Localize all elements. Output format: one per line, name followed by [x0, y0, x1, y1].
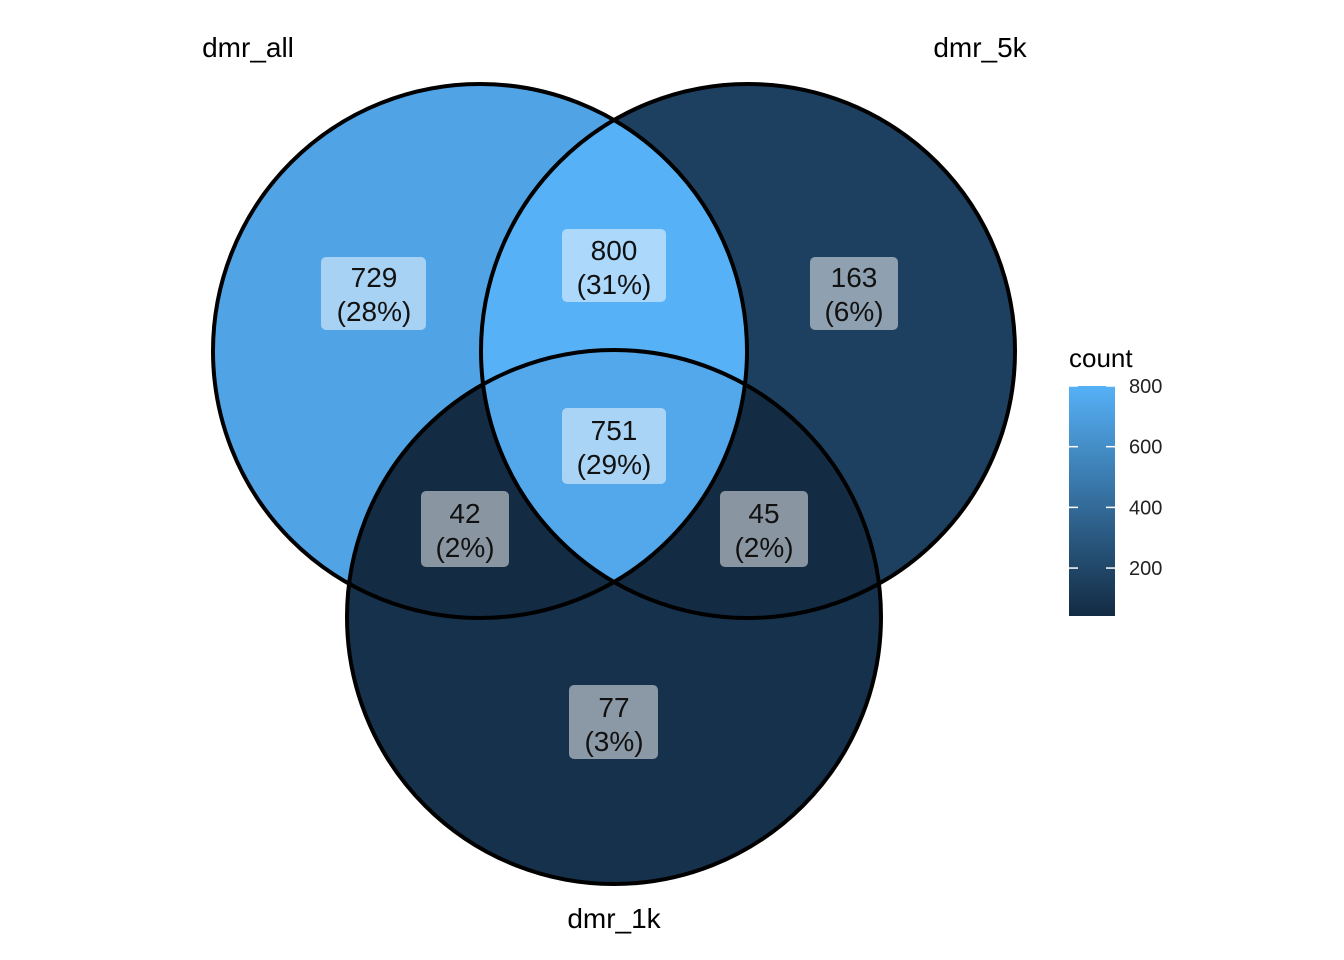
count-label-dmr-all-5k-1k: 751 (29%): [562, 408, 666, 484]
legend-title: count: [1069, 343, 1133, 373]
legend-tick-label: 200: [1129, 558, 1162, 580]
dmr-1k-outline: [345, 348, 883, 886]
dmr-5k-outline: [479, 82, 1017, 620]
legend-tick-label: 800: [1129, 376, 1162, 398]
count-percent: (2%): [734, 532, 793, 563]
count-percent: (28%): [337, 296, 412, 327]
count-value: 45: [748, 498, 779, 529]
count-label-dmr-1k-only: 77 (3%): [569, 685, 658, 759]
count-percent: (31%): [577, 269, 652, 300]
count-label-dmr-5k-1k: 45 (2%): [720, 491, 808, 567]
legend-colorbar: [1069, 386, 1115, 616]
count-percent: (3%): [584, 726, 643, 757]
set-outlines: [211, 82, 1017, 886]
legend-tick-label: 400: [1129, 497, 1162, 519]
count-value: 42: [449, 498, 480, 529]
count-label-dmr-all-1k: 42 (2%): [421, 491, 509, 567]
count-percent: (29%): [577, 449, 652, 480]
dmr-all-outline: [211, 82, 749, 620]
set-label-dmr-1k: dmr_1k: [567, 903, 661, 934]
count-value: 729: [351, 262, 398, 293]
count-percent: (2%): [435, 532, 494, 563]
count-label-dmr-5k-only: 163 (6%): [810, 257, 898, 330]
count-value: 77: [598, 692, 629, 723]
count-value: 751: [591, 415, 638, 446]
legend: count 200 400 600 800: [1069, 343, 1162, 616]
count-percent: (6%): [824, 296, 883, 327]
set-label-dmr-5k: dmr_5k: [933, 32, 1027, 63]
set-label-dmr-all: dmr_all: [202, 32, 294, 63]
legend-tick-label: 600: [1129, 437, 1162, 459]
count-value: 163: [831, 262, 878, 293]
count-label-dmr-all-5k: 800 (31%): [562, 229, 666, 302]
count-label-dmr-all-only: 729 (28%): [321, 257, 426, 330]
legend-ticks: 200 400 600 800: [1069, 376, 1162, 580]
count-value: 800: [591, 235, 638, 266]
